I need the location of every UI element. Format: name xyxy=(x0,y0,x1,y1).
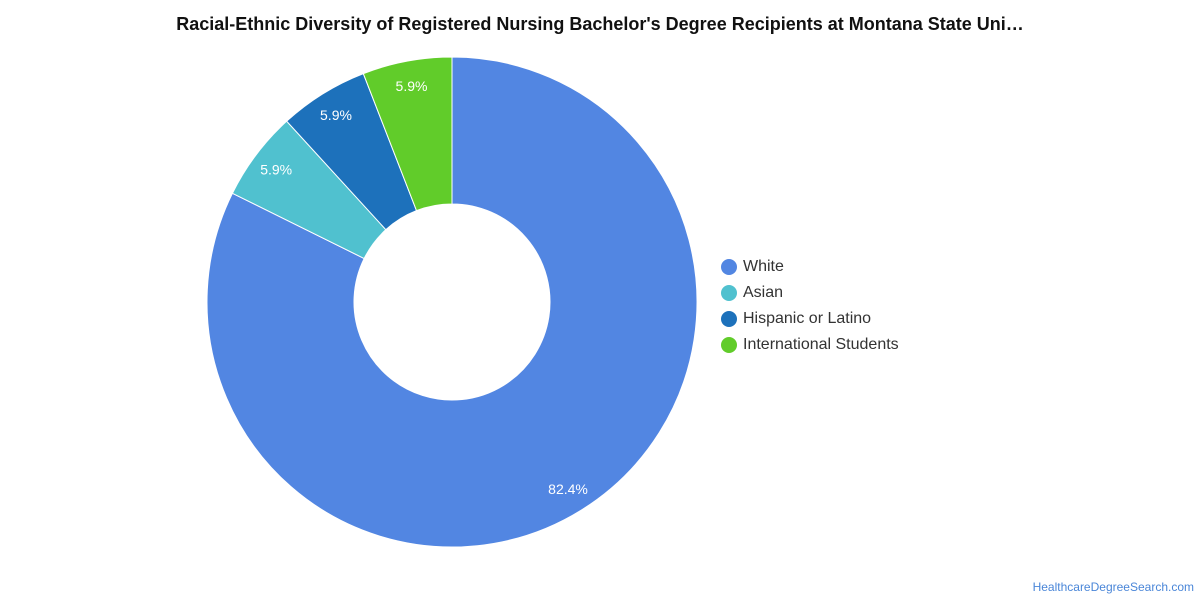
legend-item[interactable]: White xyxy=(721,254,899,280)
legend-swatch xyxy=(721,285,737,301)
legend-swatch xyxy=(721,259,737,275)
legend-label: Asian xyxy=(743,284,784,301)
legend-label: Hispanic or Latino xyxy=(743,310,872,327)
slice-label-asian: 5.9% xyxy=(260,162,292,178)
source-credit[interactable]: HealthcareDegreeSearch.com xyxy=(1032,580,1194,594)
chart-legend: White Asian Hispanic or Latino Internationa… xyxy=(721,254,899,358)
legend-label: International Students xyxy=(743,336,899,353)
slice-white[interactable] xyxy=(206,56,698,548)
legend-item[interactable]: Hispanic or Latino xyxy=(721,306,899,332)
slice-label-white: 82.4% xyxy=(548,481,588,497)
legend-item[interactable]: International Students xyxy=(721,332,899,358)
slice-international-students[interactable] xyxy=(362,56,453,212)
legend-label: White xyxy=(743,258,784,275)
chart-title: Racial-Ethnic Diversity of Registered Nu… xyxy=(176,14,1024,34)
legend-swatch xyxy=(721,311,737,327)
slice-label-hispanic-or-latino: 5.9% xyxy=(320,107,352,123)
legend-item[interactable]: Asian xyxy=(721,280,899,306)
legend-swatch xyxy=(721,337,737,353)
slice-label-international-students: 5.9% xyxy=(396,78,428,94)
